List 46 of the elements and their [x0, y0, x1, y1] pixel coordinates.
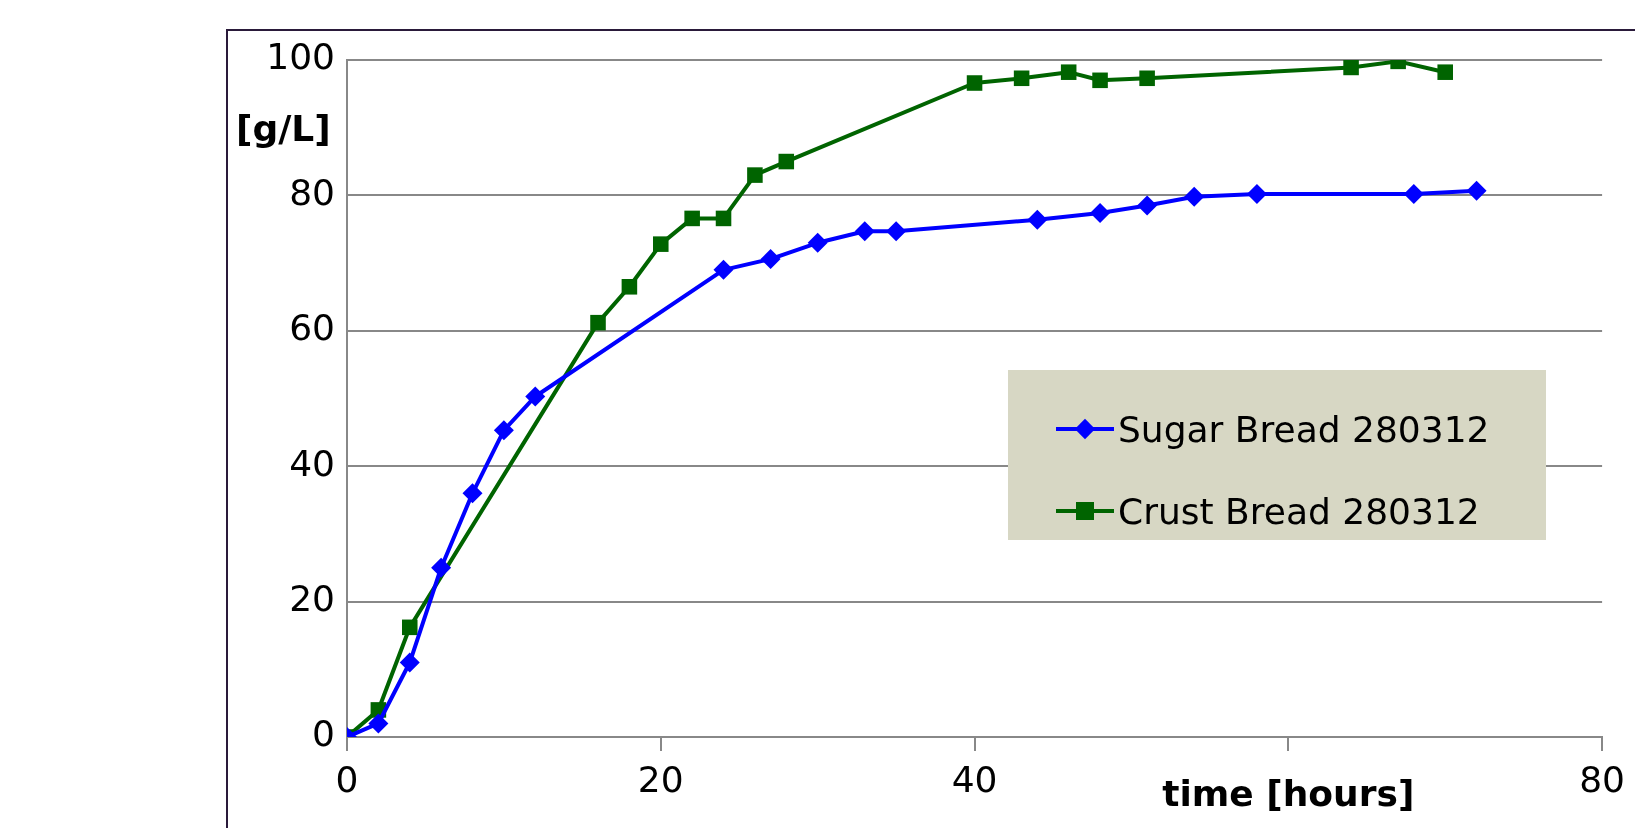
point [747, 167, 763, 183]
point [684, 210, 700, 227]
point [431, 557, 452, 578]
y-tick-label: 100 [266, 36, 335, 78]
point [399, 652, 420, 673]
point [1139, 70, 1155, 87]
point [1246, 184, 1267, 205]
point [760, 249, 781, 270]
y-tick-label: 80 [289, 171, 335, 213]
point [854, 221, 875, 242]
legend-label: Crust Bread 280312 [1118, 490, 1480, 532]
point [525, 386, 546, 407]
x-tick-label: 40 [951, 758, 998, 800]
point [493, 420, 514, 441]
x-tick-label: 20 [637, 758, 684, 800]
y-tick-label: 40 [289, 442, 335, 484]
point [966, 75, 983, 91]
point [401, 619, 418, 636]
point [807, 232, 828, 253]
point [1466, 180, 1487, 201]
y-axis-title: [g/L] [236, 108, 331, 150]
point [1027, 209, 1048, 230]
point [462, 483, 483, 504]
point [590, 314, 606, 331]
point [1403, 184, 1424, 205]
point [621, 279, 638, 295]
point [715, 210, 732, 227]
point [778, 153, 795, 170]
point [1437, 64, 1453, 80]
point [886, 221, 907, 242]
point [368, 713, 389, 734]
legend-label: Sugar Bread 280312 [1118, 408, 1490, 450]
x-tick-label: 80 [1579, 758, 1625, 800]
y-tick-label: 60 [289, 307, 335, 349]
point [1137, 195, 1158, 216]
point [1090, 203, 1111, 223]
point [1092, 72, 1108, 89]
x-axis-title: time [hours] [1162, 773, 1415, 815]
point [1060, 64, 1077, 80]
y-tick-label: 0 [312, 713, 335, 755]
point [1343, 60, 1359, 76]
point [713, 259, 734, 280]
y-tick-label: 20 [289, 577, 335, 619]
point [1184, 186, 1205, 207]
point [1013, 70, 1030, 87]
point [653, 236, 669, 252]
